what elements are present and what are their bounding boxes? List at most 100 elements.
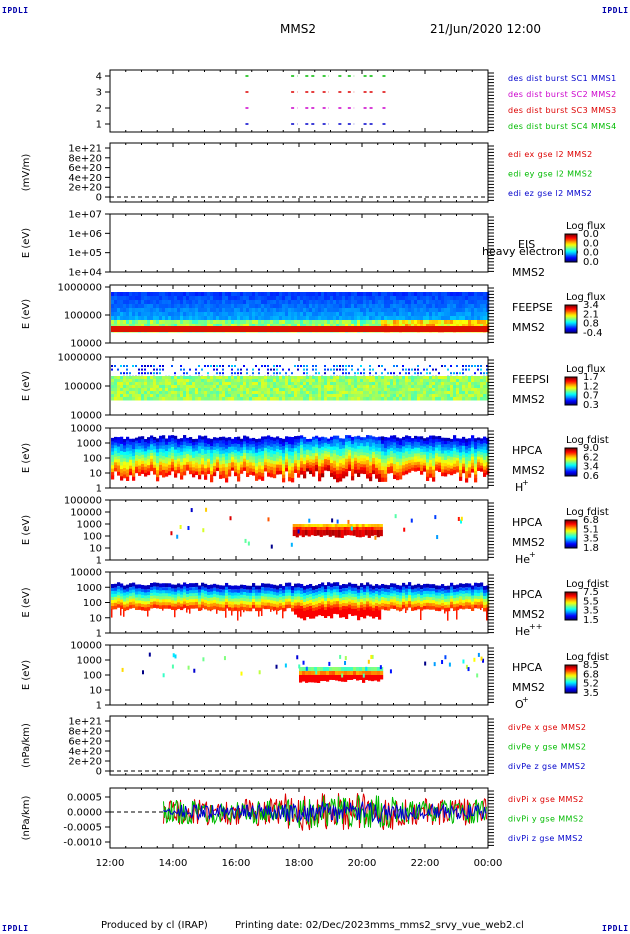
- spectrogram-cell: [246, 459, 250, 464]
- spectrogram-cell: [387, 385, 391, 389]
- spectrogram-cell: [330, 326, 334, 332]
- spectrogram-cell: [261, 454, 265, 459]
- spectrogram-cell: [465, 382, 469, 386]
- spectrogram-cell: [402, 436, 406, 441]
- spectrogram-cell: [399, 312, 403, 317]
- spectrogram-cell: [309, 438, 313, 443]
- spectrogram-cell: [429, 382, 433, 386]
- spectrogram-cell: [315, 467, 319, 472]
- spectrogram-cell: [213, 459, 217, 464]
- spectrogram-cell: [276, 436, 280, 441]
- spectrogram-cell: [249, 471, 253, 475]
- spectrogram-cell: [129, 296, 133, 301]
- spectrogram-cell: [396, 320, 400, 325]
- spectrogram-cell: [186, 453, 190, 458]
- spectrogram-cell: [123, 461, 127, 466]
- spectrogram-cell: [168, 454, 172, 459]
- spectrogram-cell: [201, 368, 203, 371]
- spectrogram-cell: [216, 467, 220, 472]
- spectrogram-cell: [465, 391, 469, 395]
- spectrogram-cell: [351, 397, 355, 401]
- spectrogram-cell: [351, 316, 355, 321]
- spectrogram-cell: [156, 470, 160, 475]
- spectrogram-cell: [141, 365, 143, 367]
- spectrogram-cell: [207, 470, 211, 475]
- spectrogram-cell: [417, 382, 421, 386]
- colorbar-tick-label: 0.3: [583, 400, 599, 411]
- spectrogram-cell: [204, 439, 208, 444]
- spectrogram-cell: [273, 379, 277, 383]
- spectrogram-cell: [267, 316, 271, 321]
- y-tick-label: 4e+20: [68, 173, 102, 184]
- spectrogram-cell: [156, 379, 160, 383]
- spectrogram-cell: [306, 312, 310, 317]
- spectrogram-cell: [417, 397, 421, 401]
- spectrogram-cell: [186, 464, 190, 469]
- legend-entry: des dist burst SC2 MMS2: [508, 90, 617, 99]
- spectrogram-cell: [390, 379, 394, 383]
- spectrogram-cell: [453, 316, 457, 321]
- spectrogram-cell: [390, 388, 394, 392]
- spectrogram-cell: [129, 388, 133, 392]
- colorbar-cell: [565, 396, 577, 399]
- spectrogram-cell: [435, 385, 439, 389]
- spectrogram-cell: [270, 394, 274, 398]
- spectrogram-cell: [264, 296, 268, 301]
- spectrogram-cell: [393, 379, 397, 383]
- spectrogram-cell: [240, 453, 244, 457]
- spectrogram-cell: [117, 376, 121, 380]
- colorbar-tick-label: 0.0: [583, 248, 599, 259]
- spectrogram-cell: [402, 455, 406, 460]
- spectrogram-cell: [327, 454, 331, 458]
- spectrogram-cell: [399, 382, 403, 386]
- spectrogram-cell: [297, 459, 301, 464]
- spectrogram-cell: [414, 382, 418, 386]
- spectrogram-cell: [222, 326, 226, 332]
- spectrogram-cell: [132, 385, 136, 389]
- spectrogram-cell: [120, 454, 124, 459]
- spectrogram-cell: [405, 388, 409, 392]
- spectrogram-cell: [402, 397, 406, 401]
- spectrogram-cell: [228, 326, 232, 332]
- spectrogram-cell: [165, 300, 169, 305]
- colorbar-tick-label: 2.1: [583, 309, 599, 320]
- spectrogram-cell: [426, 292, 430, 297]
- spectrogram-cell: [375, 437, 379, 442]
- spectrogram-cell: [321, 460, 325, 464]
- spectrogram-cell: [204, 471, 208, 477]
- spectrogram-cell: [162, 304, 166, 309]
- spectrogram-cell: [390, 435, 394, 440]
- spectrogram-cell: [282, 478, 286, 483]
- spectrogram-cell: [402, 440, 406, 444]
- spectrogram-cell: [441, 292, 445, 297]
- spectrogram-cell: [183, 316, 187, 321]
- spectrogram-cell: [153, 470, 157, 475]
- spectrogram-cell: [249, 296, 253, 301]
- spectrogram-cell: [141, 300, 145, 305]
- colorbar-cell: [565, 243, 577, 245]
- spectrogram-cell: [441, 472, 445, 477]
- spectrogram-cell: [246, 391, 250, 395]
- spectrogram-cell: [222, 316, 226, 321]
- spectrogram-cell: [309, 379, 313, 383]
- spectrogram-cell: [315, 308, 319, 313]
- spectrogram-cell: [399, 388, 403, 392]
- spectrogram-cell: [399, 316, 403, 321]
- spectrogram-cell: [318, 376, 322, 380]
- spectrogram-cell: [402, 296, 406, 301]
- spectrogram-cell: [372, 300, 376, 305]
- spectrogram-cell: [297, 456, 301, 461]
- spectrogram-cell: [450, 471, 454, 476]
- spectrogram-cell: [342, 376, 346, 380]
- spectrogram-cell: [477, 296, 481, 301]
- spectrogram-cell: [387, 296, 391, 301]
- colorbar-cell: [565, 393, 577, 395]
- spectrogram-cell: [468, 438, 472, 443]
- spectrogram-cell: [264, 308, 268, 313]
- spectrogram-cell: [414, 388, 418, 392]
- spectrogram-cell: [156, 448, 160, 454]
- spectrogram-cell: [132, 376, 136, 380]
- spectrogram-cell: [126, 292, 130, 297]
- spectrogram-cell: [312, 296, 316, 301]
- spectrogram-cell: [237, 382, 241, 386]
